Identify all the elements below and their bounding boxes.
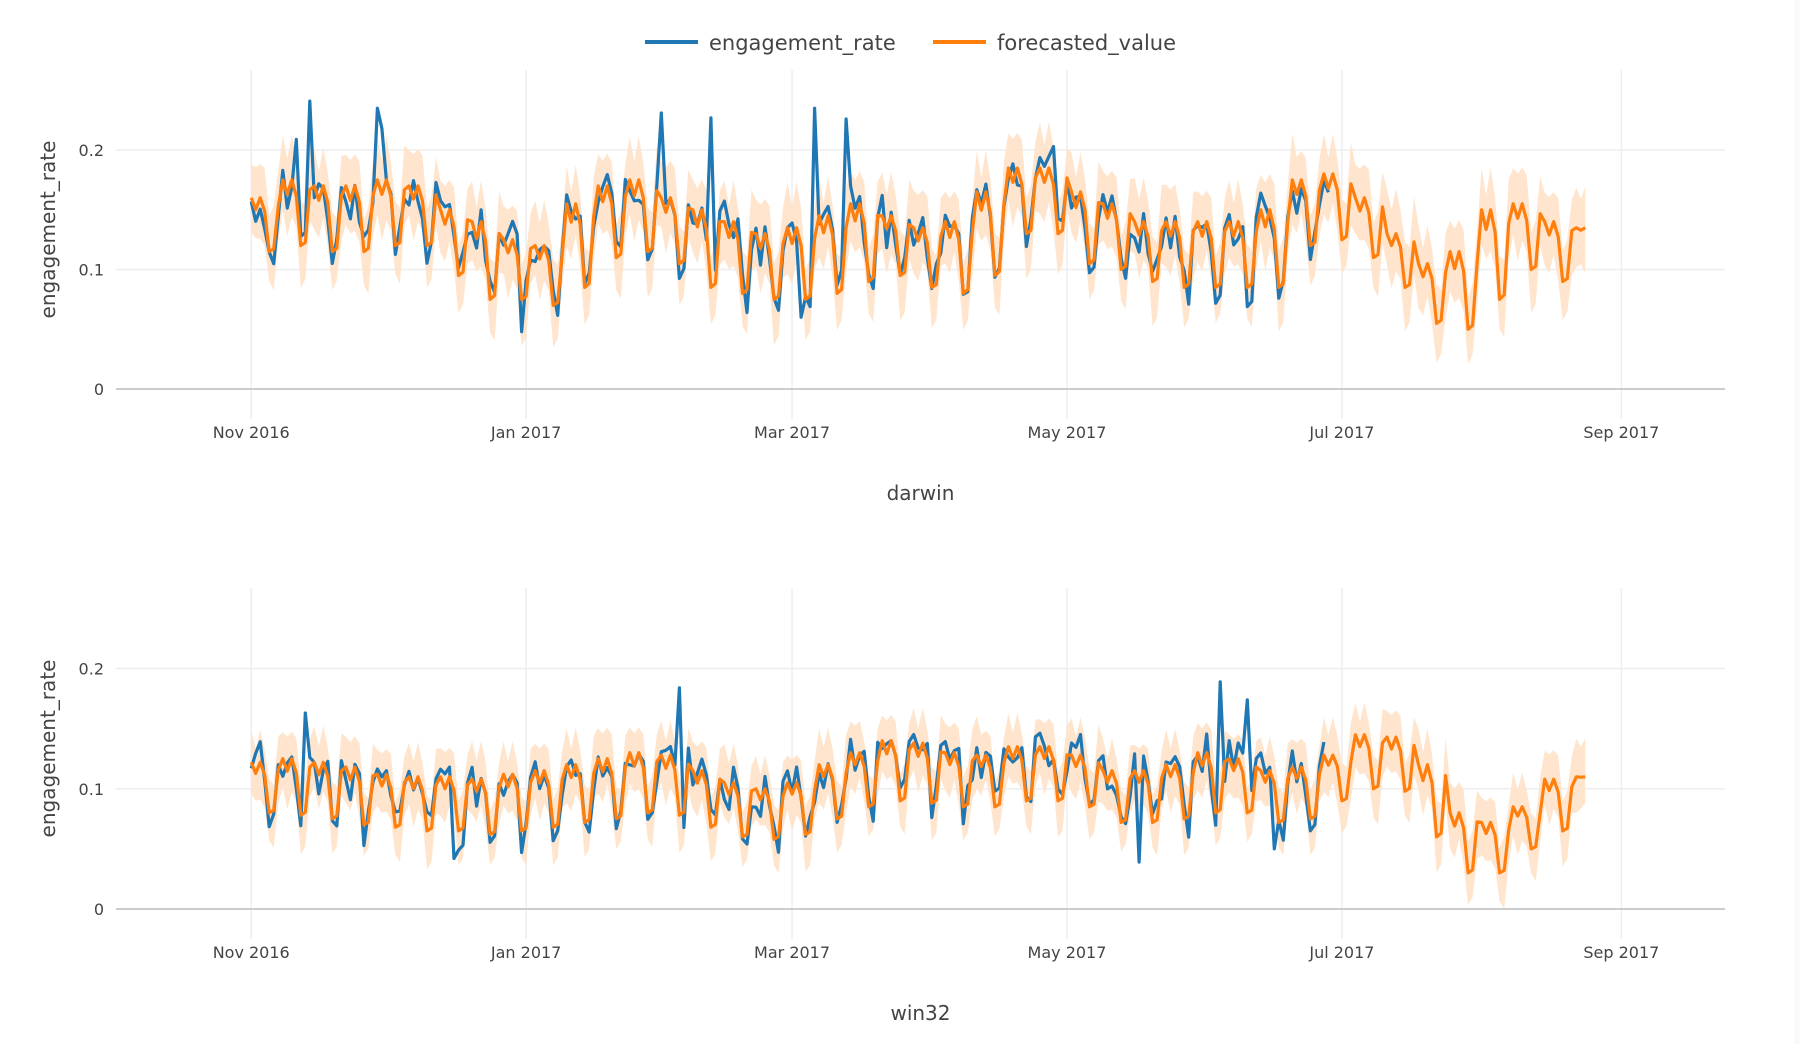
forecasted-value-line: [249, 166, 1587, 331]
x-tick-label: Nov 2016: [213, 423, 290, 442]
y-tick-label: 0.2: [79, 141, 104, 160]
x-tick-label: Mar 2017: [754, 943, 830, 962]
axis-ticks: Nov 2016 Jan 2017 Mar 2017 May 2017 Jul 2017…: [79, 660, 1660, 962]
x-tick-label: Nov 2016: [213, 943, 290, 962]
forecast-interval-band: [251, 121, 1586, 364]
x-tick-label: Jul 2017: [1308, 423, 1374, 442]
y-tick-label: 0: [94, 900, 104, 919]
x-tick-label: Sep 2017: [1583, 943, 1659, 962]
forecasted-value-line: [249, 733, 1586, 875]
x-tick-label: Jan 2017: [490, 943, 561, 962]
page-edge-strip: [1794, 0, 1800, 1044]
x-tick-label: May 2017: [1028, 423, 1107, 442]
x-axis-title: win32: [890, 1001, 950, 1025]
x-tick-label: Jan 2017: [490, 423, 561, 442]
series-lines: [249, 99, 1587, 334]
x-tick-label: Jul 2017: [1308, 943, 1374, 962]
x-tick-label: May 2017: [1028, 943, 1107, 962]
forecast-band-area: [251, 121, 1586, 364]
legend-item-engagement-rate[interactable]: engagement_rate: [645, 31, 896, 56]
x-tick-label: Mar 2017: [754, 423, 830, 442]
y-tick-label: 0.1: [79, 261, 104, 280]
panel-win32: Nov 2016 Jan 2017 Mar 2017 May 2017 Jul 2017…: [36, 588, 1725, 1025]
legend-label-forecasted-value: forecasted_value: [997, 31, 1176, 56]
legend-item-forecasted-value[interactable]: forecasted_value: [933, 31, 1176, 56]
y-tick-label: 0.1: [79, 780, 104, 799]
x-tick-label: Sep 2017: [1583, 423, 1659, 442]
engagement-rate-line: [249, 680, 1326, 864]
axis-ticks: Nov 2016 Jan 2017 Mar 2017 May 2017 Jul 2017…: [79, 141, 1660, 442]
panel-darwin: Nov 2016 Jan 2017 Mar 2017 May 2017 Jul 2017…: [36, 70, 1725, 505]
y-axis-title: engagement_rate: [36, 141, 60, 319]
y-tick-label: 0.2: [79, 660, 104, 679]
y-tick-label: 0: [94, 380, 104, 399]
legend-label-engagement-rate: engagement_rate: [709, 31, 896, 56]
series-lines: [249, 680, 1586, 875]
legend: engagement_rate forecasted_value: [645, 31, 1176, 56]
y-axis-title: engagement_rate: [36, 660, 60, 838]
x-axis-title: darwin: [887, 481, 955, 505]
